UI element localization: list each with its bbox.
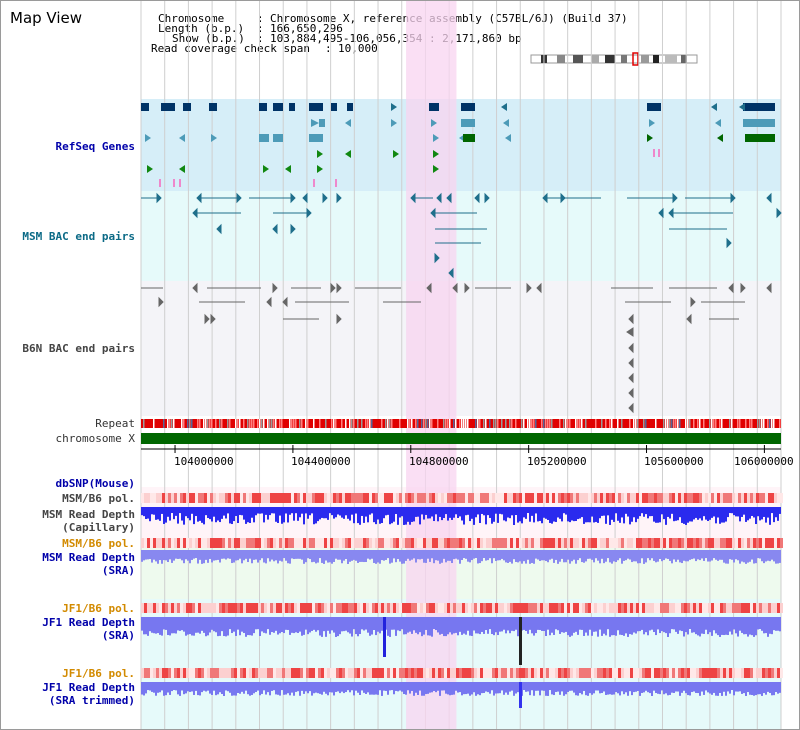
msm-pol-track-2[interactable] [141,538,783,548]
b6n-bac-track-bg [141,281,781,416]
show-sep: : [257,32,264,45]
label-jf1-pol-1[interactable]: JF1/B6 pol. [62,602,135,615]
refseq-genes[interactable] [141,103,775,187]
label-dbsnp[interactable]: dbSNP(Mouse) [55,477,135,490]
tick-label-5: 106000000 [734,455,794,468]
length-sep: : [257,22,264,35]
label-jf1-pol-2[interactable]: JF1/B6 pol. [62,667,135,680]
label-jf1-trimmed[interactable]: JF1 Read Depth [42,681,135,694]
label-msm-depth-cap-sub: (Capillary) [62,521,135,534]
chromosome-bar[interactable] [141,433,781,444]
label-msm-pol-1[interactable]: MSM/B6 pol. [62,492,135,505]
label-refseq[interactable]: RefSeq Genes [55,140,135,153]
repeat-track-bar[interactable] [141,419,781,428]
label-msm-bac[interactable]: MSM BAC end pairs [22,230,135,243]
label-msm-depth-sra[interactable]: MSM Read Depth [42,551,135,564]
label-msm-pol-2[interactable]: MSM/B6 pol. [62,537,135,550]
msm-depth-sra-track[interactable] [141,550,781,564]
chromosome-ideogram-icon[interactable] [530,52,698,66]
label-jf1-depth[interactable]: JF1 Read Depth [42,616,135,629]
label-msm-depth-sra-sub: (SRA) [101,564,135,577]
msm-bac-pairs[interactable] [141,192,782,279]
axis-ticks [174,445,765,453]
chromosome-sep: : [257,12,264,25]
msm-pol-track-1[interactable] [141,493,783,503]
page-title: Map View [10,9,83,27]
tick-label-2: 104800000 [409,455,469,468]
refseq-track-bg [141,99,781,191]
tick-label-0: 104000000 [174,455,234,468]
tick-label-3: 105200000 [527,455,587,468]
coverage-sep: : [325,42,332,55]
jf1-depth-trimmed-track[interactable] [141,682,781,708]
jf1-pol-track-2[interactable] [141,668,783,678]
jf1-pol-track-1[interactable] [141,603,783,613]
label-jf1-trimmed-sub: (SRA trimmed) [48,694,135,707]
label-repeat[interactable]: Repeat [95,417,135,430]
show-key: Show (b.p.) [172,32,245,45]
coverage-value: 10,000 [338,42,378,55]
msm-sra-bg [141,539,781,599]
label-jf1-depth-sub: (SRA) [101,629,135,642]
label-chromosome[interactable]: chromosome X [55,432,135,445]
b6n-bac-pairs[interactable] [141,282,772,414]
length-key: Length (b.p.) [158,22,245,35]
tick-label-1: 104400000 [291,455,351,468]
label-b6n-bac[interactable]: B6N BAC end pairs [22,342,135,355]
label-msm-depth-cap[interactable]: MSM Read Depth [42,508,135,521]
msm-depth-capillary-track[interactable] [141,507,781,525]
tick-label-4: 105600000 [644,455,704,468]
jf1-depth-track[interactable] [141,617,781,665]
chromosome-key: Chromosome [158,12,225,25]
msm-bac-track-bg [141,191,781,281]
